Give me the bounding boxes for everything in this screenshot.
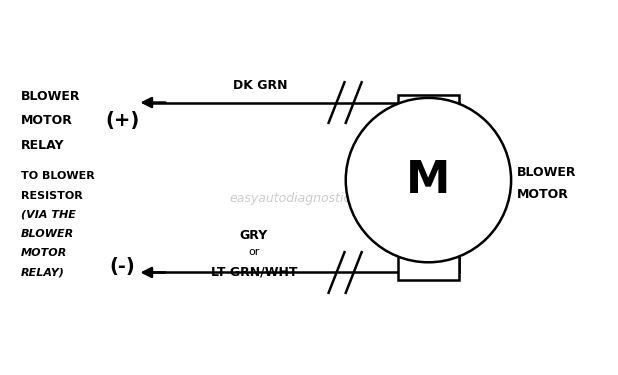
Text: (-): (-) — [109, 257, 135, 276]
Text: RELAY: RELAY — [21, 138, 65, 152]
Text: GRY: GRY — [240, 229, 268, 242]
Ellipse shape — [345, 98, 511, 262]
Text: or: or — [248, 247, 260, 257]
Text: MOTOR: MOTOR — [21, 114, 73, 128]
Text: TO BLOWER: TO BLOWER — [21, 171, 95, 182]
Text: RESISTOR: RESISTOR — [21, 190, 83, 201]
Text: RELAY): RELAY) — [21, 267, 65, 278]
Text: DK GRN: DK GRN — [233, 80, 287, 92]
Text: MOTOR: MOTOR — [517, 188, 569, 201]
Text: M: M — [406, 159, 451, 202]
Text: BLOWER: BLOWER — [21, 90, 81, 104]
Text: BLOWER: BLOWER — [517, 166, 577, 179]
Text: (+): (+) — [105, 111, 139, 130]
Text: BLOWER: BLOWER — [21, 229, 74, 239]
Text: (VIA THE: (VIA THE — [21, 210, 76, 220]
Text: LT GRN/WHT: LT GRN/WHT — [211, 266, 297, 279]
Text: MOTOR: MOTOR — [21, 248, 67, 258]
Text: easyautodiagnostics.com: easyautodiagnostics.com — [230, 192, 388, 205]
Bar — [398, 95, 459, 280]
